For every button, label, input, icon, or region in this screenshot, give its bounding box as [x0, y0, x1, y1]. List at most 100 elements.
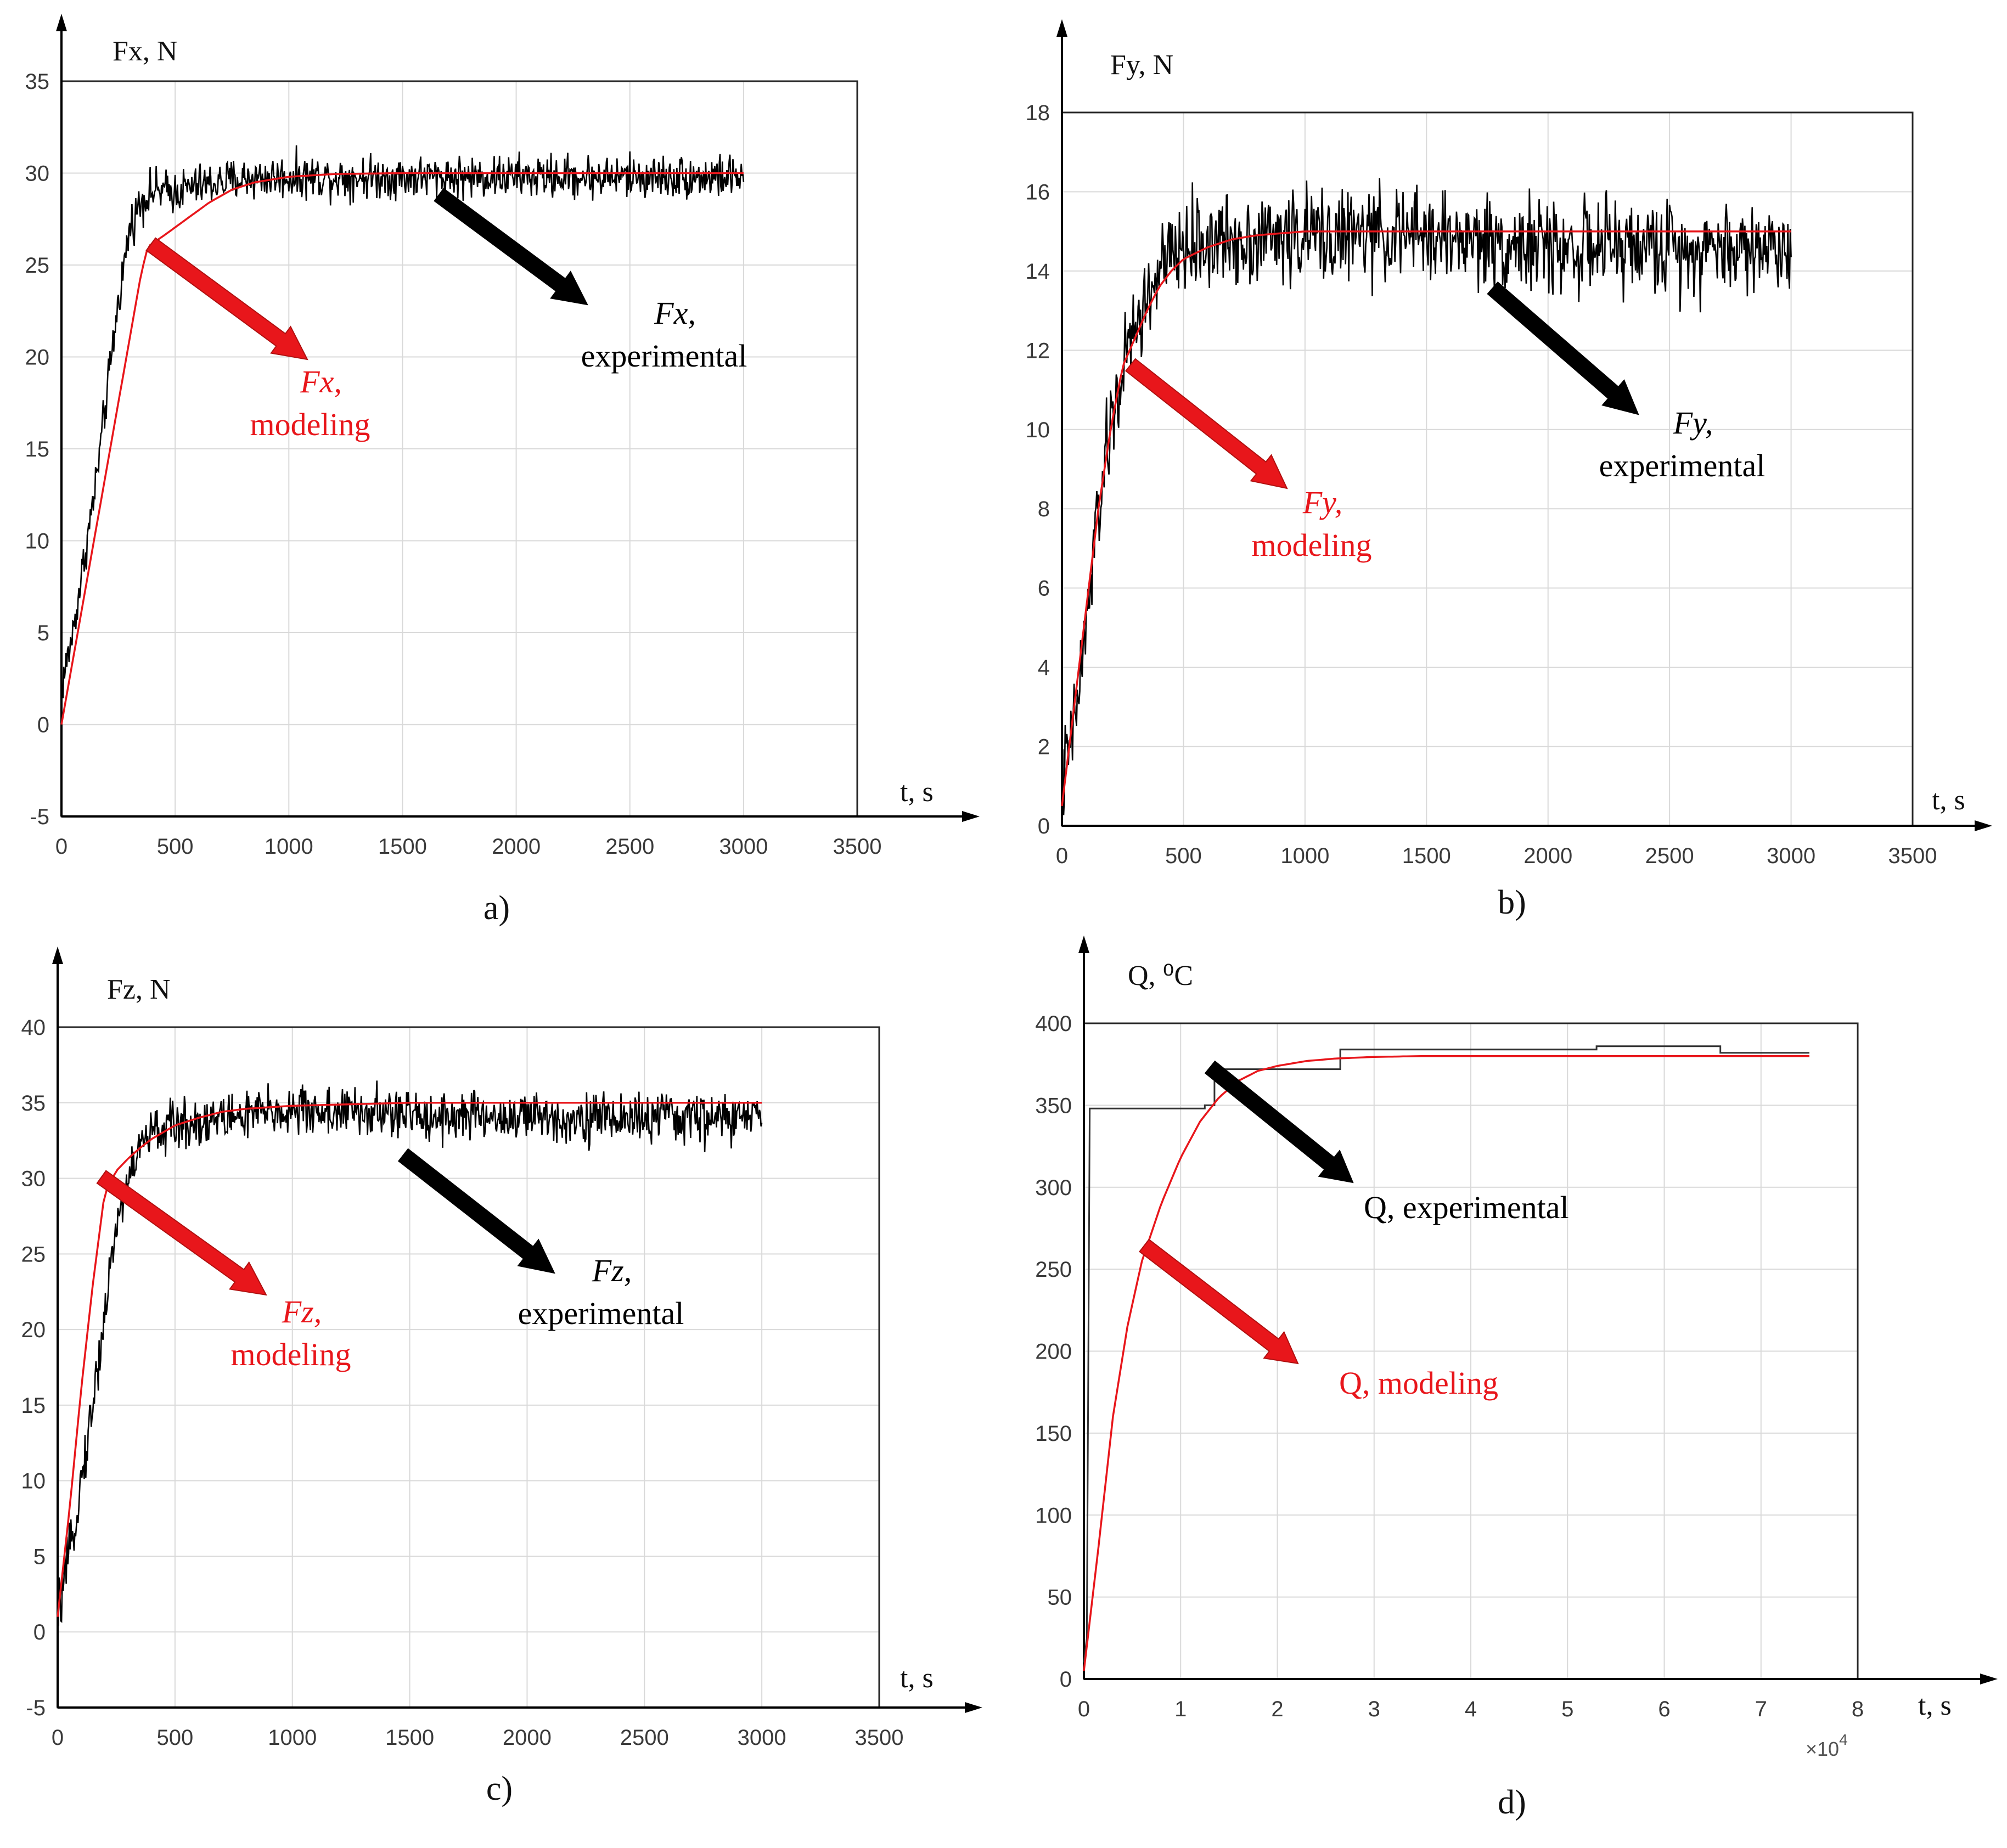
y-tick-label: 40 [21, 1016, 46, 1040]
y-axis-label: Q, ⁰C [1128, 960, 1193, 991]
x-axis-arrowhead [1975, 820, 1992, 831]
y-tick-label: 0 [1060, 1667, 1072, 1692]
x-tick-label: 0 [1056, 844, 1068, 868]
x-tick-label: 6 [1658, 1697, 1670, 1721]
x-tick-label: 3000 [738, 1726, 786, 1750]
x-tick-label: 2500 [620, 1726, 669, 1750]
y-tick-label: 20 [21, 1318, 46, 1342]
y-axis-arrowhead [1056, 19, 1067, 37]
x-tick-label: 2000 [503, 1726, 552, 1750]
experimental-arrow [1204, 1060, 1354, 1184]
series-modeling-line [57, 1102, 762, 1617]
x-tick-label: 500 [1165, 844, 1202, 868]
y-tick-label: -5 [26, 1696, 46, 1720]
x-tick-label: 1000 [268, 1726, 317, 1750]
y-tick-label: 30 [21, 1167, 46, 1191]
panel-caption: d) [1498, 1784, 1526, 1821]
x-axis-label: t, s [1918, 1690, 1952, 1721]
experimental-arrow [1487, 281, 1639, 415]
x-multiplier-label: ×104 [1806, 1731, 1848, 1760]
y-axis-label: Fz, N [107, 974, 171, 1005]
panel-caption: b) [1498, 884, 1526, 921]
y-tick-label: 25 [21, 1242, 46, 1266]
y-tick-label: 250 [1035, 1258, 1072, 1282]
y-tick-label: 12 [1026, 339, 1050, 363]
x-tick-label: 2000 [1523, 844, 1572, 868]
x-tick-label: 1 [1174, 1697, 1187, 1721]
x-tick-label: 3500 [855, 1726, 904, 1750]
x-tick-label: 2 [1271, 1697, 1283, 1721]
y-tick-label: 4 [1038, 656, 1050, 680]
modeling-annotation: modeling [1251, 527, 1371, 563]
y-tick-label: 100 [1035, 1503, 1072, 1528]
y-tick-label: 10 [1026, 418, 1050, 442]
y-tick-label: 16 [1026, 180, 1050, 204]
x-tick-label: 2500 [605, 835, 654, 859]
x-tick-label: 4 [1465, 1697, 1477, 1721]
x-tick-label: 8 [1852, 1697, 1864, 1721]
modeling-annotation: Fx, [300, 364, 342, 399]
x-axis-arrowhead [1980, 1674, 1998, 1684]
y-tick-label: 200 [1035, 1340, 1072, 1364]
y-tick-label: 18 [1026, 101, 1050, 125]
experimental-annotation: Fy, [1673, 405, 1713, 441]
x-axis-arrowhead [962, 811, 980, 822]
modeling-annotation: Fy, [1302, 484, 1342, 520]
experimental-annotation: Q, experimental [1364, 1190, 1569, 1225]
modeling-arrow [145, 237, 308, 360]
y-tick-label: 10 [25, 529, 50, 554]
x-tick-label: 1500 [378, 835, 427, 859]
experimental-annotation: experimental [581, 338, 747, 374]
panel-d: 0 50 100 150 200 250 300 350 400 0 1 2 3 4 5 6 7 8×104 Q, … [1035, 936, 1998, 1821]
panel-caption: c) [486, 1770, 513, 1807]
y-axis-label: Fy, N [1110, 49, 1173, 81]
series-modeling-line [1083, 1055, 1809, 1671]
modeling-annotation: modeling [250, 407, 370, 442]
x-tick-label: 3 [1368, 1697, 1380, 1721]
y-axis-arrowhead [52, 946, 63, 964]
y-tick-label: 50 [1048, 1586, 1072, 1610]
y-tick-label: -5 [30, 805, 49, 829]
x-tick-label: 3500 [1888, 844, 1937, 868]
series-modeling-line [1061, 230, 1791, 807]
y-tick-label: 30 [25, 162, 50, 186]
y-tick-label: 8 [1038, 497, 1050, 521]
x-axis-label: t, s [1932, 785, 1965, 816]
y-tick-label: 15 [25, 437, 50, 461]
experimental-annotation: experimental [518, 1295, 684, 1331]
modeling-arrow [1125, 358, 1288, 489]
x-tick-label: 2500 [1645, 844, 1694, 868]
x-tick-label: 1000 [1280, 844, 1329, 868]
y-tick-label: 0 [37, 713, 49, 737]
y-axis-arrowhead [1078, 936, 1089, 953]
series-experimental-line [57, 1080, 763, 1626]
x-axis-label: t, s [900, 776, 934, 808]
y-axis-arrowhead [56, 14, 67, 31]
modeling-arrow [96, 1170, 267, 1296]
x-tick-label: 0 [55, 835, 68, 859]
y-tick-label: 350 [1035, 1094, 1072, 1118]
experimental-annotation: Fx, [654, 295, 696, 331]
x-tick-label: 3000 [1767, 844, 1815, 868]
x-tick-label: 0 [52, 1726, 64, 1750]
y-tick-label: 400 [1035, 1012, 1072, 1036]
modeling-annotation: modeling [231, 1337, 351, 1372]
experimental-arrow [434, 188, 588, 306]
series-modeling-line [60, 172, 744, 725]
series-experimental-line [60, 145, 745, 698]
y-tick-label: 6 [1038, 577, 1050, 601]
experimental-annotation: experimental [1599, 448, 1766, 483]
y-tick-label: 10 [21, 1469, 46, 1494]
x-tick-label: 1500 [1402, 844, 1451, 868]
x-axis-label: t, s [900, 1663, 934, 1694]
y-tick-label: 2 [1038, 735, 1050, 759]
x-tick-label: 3500 [833, 835, 882, 859]
x-tick-label: 2000 [492, 835, 541, 859]
y-tick-label: 15 [21, 1394, 46, 1418]
series-experimental-line [1083, 1045, 1809, 1663]
x-multiplier-exponent: 4 [1839, 1731, 1848, 1748]
x-tick-label: 3000 [719, 835, 768, 859]
x-tick-label: 500 [157, 835, 194, 859]
y-tick-label: 35 [21, 1091, 46, 1115]
